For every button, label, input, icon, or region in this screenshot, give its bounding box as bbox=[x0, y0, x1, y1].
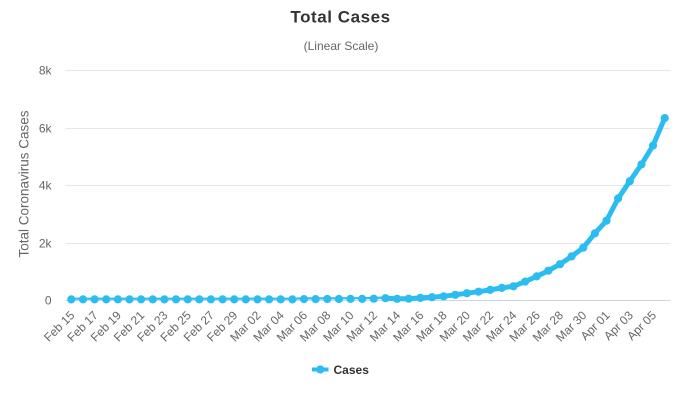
svg-text:(Linear Scale): (Linear Scale) bbox=[304, 39, 379, 53]
svg-text:Cases: Cases bbox=[334, 363, 370, 377]
svg-text:4k: 4k bbox=[39, 179, 53, 193]
svg-text:0: 0 bbox=[45, 294, 52, 308]
svg-text:Total Cases: Total Cases bbox=[290, 8, 390, 27]
svg-text:Total Coronavirus Cases: Total Coronavirus Cases bbox=[17, 110, 32, 257]
svg-text:6k: 6k bbox=[39, 122, 53, 136]
svg-text:2k: 2k bbox=[39, 237, 53, 251]
svg-text:8k: 8k bbox=[39, 64, 53, 78]
